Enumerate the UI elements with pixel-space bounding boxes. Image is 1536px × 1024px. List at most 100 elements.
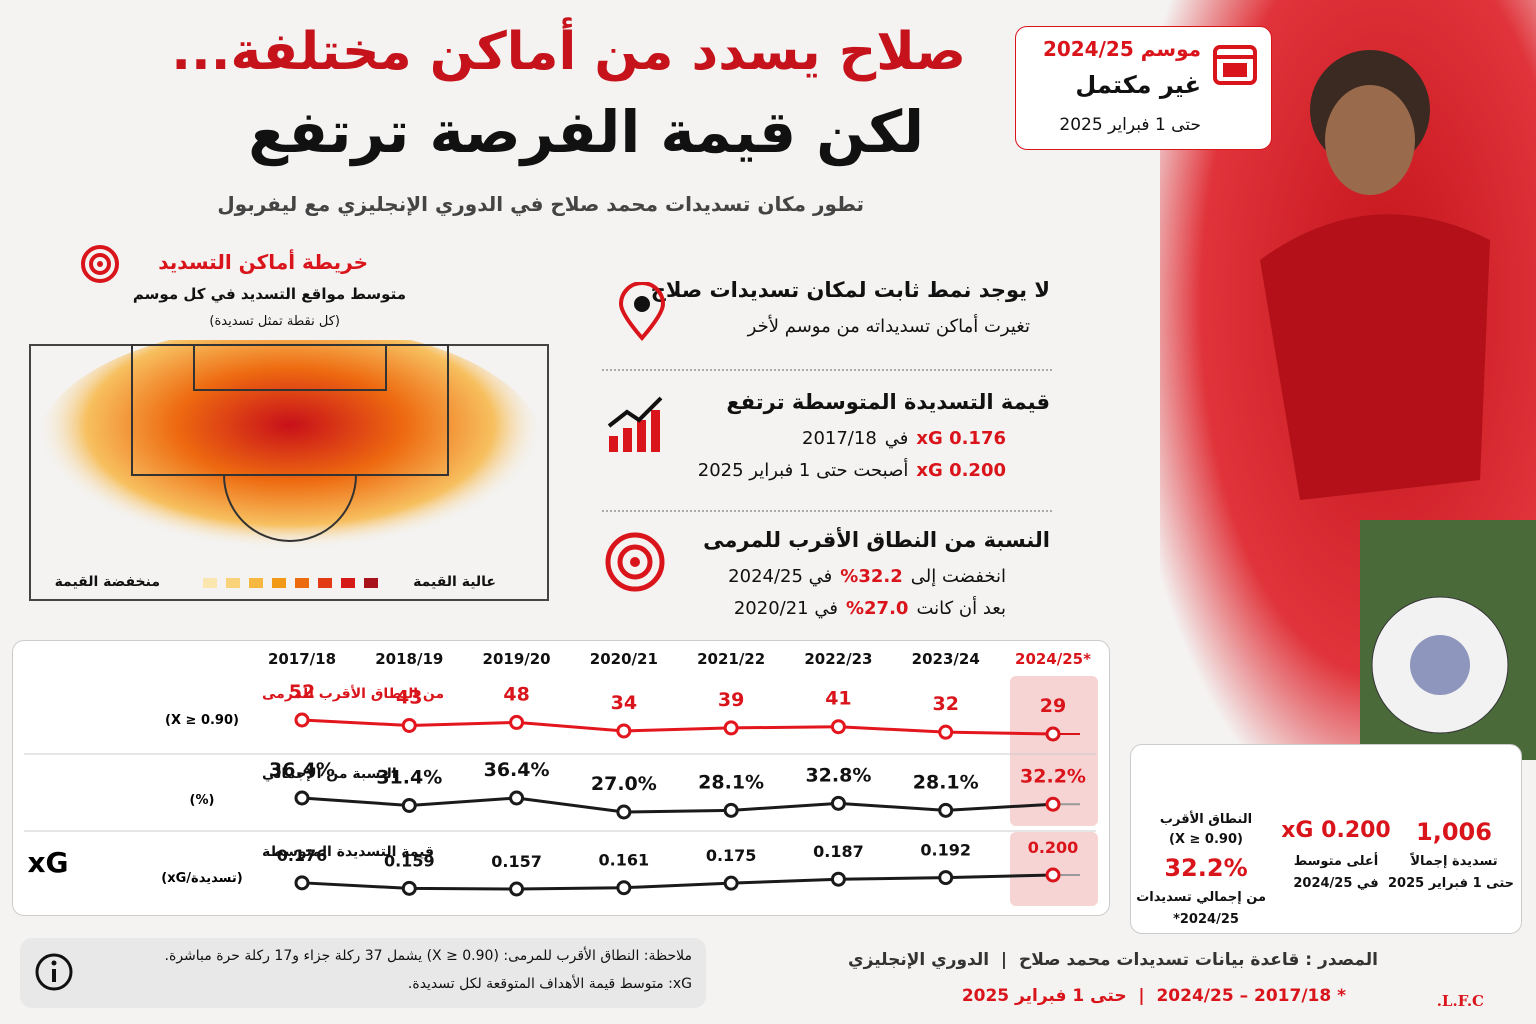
column-header: 2021/22 — [697, 650, 765, 668]
value-label: 36.4% — [269, 759, 335, 781]
point — [1045, 726, 1061, 742]
row-subtitle: (X ≥ 0.90) — [165, 713, 239, 728]
stat-heading: (X ≥ 0.90) — [1169, 832, 1243, 847]
season-label: موسم — [1140, 37, 1201, 61]
point — [830, 795, 846, 811]
value-label: 52 — [289, 681, 315, 703]
insight-title: النسبة من النطاق الأقرب للمرمى — [703, 528, 1050, 552]
title: لكن قيمة الفرصة ترتفع — [248, 98, 924, 166]
highlight-column — [1010, 676, 1098, 826]
stat-line: في 2024/25 — [1293, 876, 1379, 891]
stat-value: 0.200 xG — [1281, 818, 1391, 843]
insight-line: بعد أن كانت 27.0% في 2020/21 — [726, 598, 1006, 619]
insight-line: 0.200 xG أصبحت حتى 1 فبراير 2025 — [690, 460, 1006, 481]
logo: L.F.C. — [1436, 992, 1484, 1010]
stat-line: من إجمالي تسديدات — [1136, 890, 1266, 905]
trend-line — [301, 796, 1054, 814]
insight-text: في 2020/21 — [733, 598, 838, 619]
row-title: النسبة من الإجمالي — [262, 766, 397, 782]
point — [401, 880, 417, 896]
target-icon — [605, 532, 665, 592]
legend-high: عالية القيمة — [413, 574, 496, 590]
point — [723, 802, 739, 818]
point — [938, 870, 954, 886]
stat-line: تسديدة إجمالاً — [1410, 854, 1498, 869]
stat-value: 32.2% — [1164, 854, 1248, 882]
column-header: 2020/21 — [590, 650, 658, 668]
point — [830, 871, 846, 887]
point — [294, 790, 310, 806]
insight-text: تغيرت أماكن تسديداته من موسم لأخر — [747, 316, 1030, 337]
point — [938, 802, 954, 818]
season-status: غير مكتمل — [1075, 71, 1201, 99]
column-header: 2023/24 — [912, 650, 980, 668]
insight-text: في 2024/25 — [728, 566, 833, 587]
value-label: 29 — [1040, 695, 1066, 717]
growth-icon — [607, 396, 663, 452]
period-until: حتى 1 فبراير 2025 — [961, 986, 1127, 1006]
insight-line: 0.176 xG في 2017/18 — [794, 428, 1006, 449]
value-label: 32.8% — [805, 764, 871, 786]
point — [1045, 796, 1061, 812]
row-subtitle: (xG/تسديدة) — [161, 871, 242, 886]
target-icon — [81, 245, 119, 283]
insight-text: أصبحت حتى 1 فبراير 2025 — [697, 460, 909, 481]
value-label: 0.200 — [1028, 838, 1079, 857]
legend-low: منخفضة القيمة — [54, 574, 160, 590]
point — [938, 724, 954, 740]
table-box — [12, 640, 1110, 916]
point — [616, 723, 632, 739]
map-note: (كل نقطة تمثل تسديدة) — [209, 314, 340, 329]
value-label: 0.187 — [813, 842, 864, 861]
row-title: من النطاق الأقرب للمرمى — [262, 685, 444, 702]
title: صلاح يسدد من أماكن مختلفة... — [171, 22, 966, 82]
row-subtitle: (%) — [190, 793, 215, 808]
season-box: موسم 2024/25 غير مكتمل حتى 1 فبراير 2025 — [1015, 26, 1272, 150]
subtitle: تطور مكان تسديدات محمد صلاح في الدوري ال… — [217, 192, 864, 216]
point — [294, 875, 310, 891]
column-header: 2024/25* — [1015, 650, 1091, 668]
insight-title: قيمة التسديدة المتوسطة ترتفع — [726, 390, 1050, 414]
point — [1045, 867, 1061, 883]
player-photo — [1160, 0, 1536, 760]
point — [830, 719, 846, 735]
point — [723, 720, 739, 736]
point — [401, 717, 417, 733]
point — [723, 875, 739, 891]
column-header: 2019/20 — [483, 650, 551, 668]
insight-line: تغيرت أماكن تسديداته من موسم لأخر — [740, 316, 1030, 337]
value-label: 0.157 — [491, 852, 542, 871]
league: الدوري الإنجليزي — [848, 950, 990, 970]
period: * 2017/18 – 2024/25 — [1156, 986, 1346, 1006]
value-label: 36.4% — [484, 759, 550, 781]
value-label: 27.0% — [591, 773, 657, 795]
value-label: 28.1% — [698, 771, 764, 793]
point — [294, 712, 310, 728]
divider — [602, 369, 1052, 371]
value-label: 0.161 — [599, 851, 650, 870]
note-box: ملاحظة: النطاق الأقرب للمرمى: (X ≥ 0.90)… — [20, 938, 706, 1008]
value-label: 41 — [825, 688, 851, 710]
insight-title: لا يوجد نمط ثابت لمكان تسديدات صلاح — [650, 278, 1050, 302]
note: xG: متوسط قيمة الأهداف المتوقعة لكل تسدي… — [407, 976, 692, 992]
value-label: 0.159 — [384, 851, 435, 870]
insight-text: انخفضت إلى — [910, 566, 1006, 587]
value-label: 31.4% — [376, 766, 442, 788]
stat-value: 1,006 — [1416, 818, 1492, 846]
value-label: 32 — [932, 693, 958, 715]
divider — [602, 510, 1052, 512]
map-title: خريطة أماكن التسديد — [158, 250, 368, 274]
value-label: 39 — [718, 689, 744, 711]
insight-text: 32.2% — [840, 566, 903, 587]
pin-icon — [618, 282, 666, 342]
stats-box — [1130, 744, 1522, 934]
point — [616, 804, 632, 820]
point — [509, 714, 525, 730]
source: المصدر : قاعدة بيانات تسديدات محمد صلاح — [1018, 950, 1378, 970]
value-label: 0.192 — [920, 841, 971, 860]
season: 2024/25 — [1042, 37, 1134, 61]
value-label: 28.1% — [913, 771, 979, 793]
insight-text: 27.0% — [845, 598, 909, 619]
note: ملاحظة: النطاق الأقرب للمرمى: (X ≥ 0.90)… — [164, 948, 692, 964]
